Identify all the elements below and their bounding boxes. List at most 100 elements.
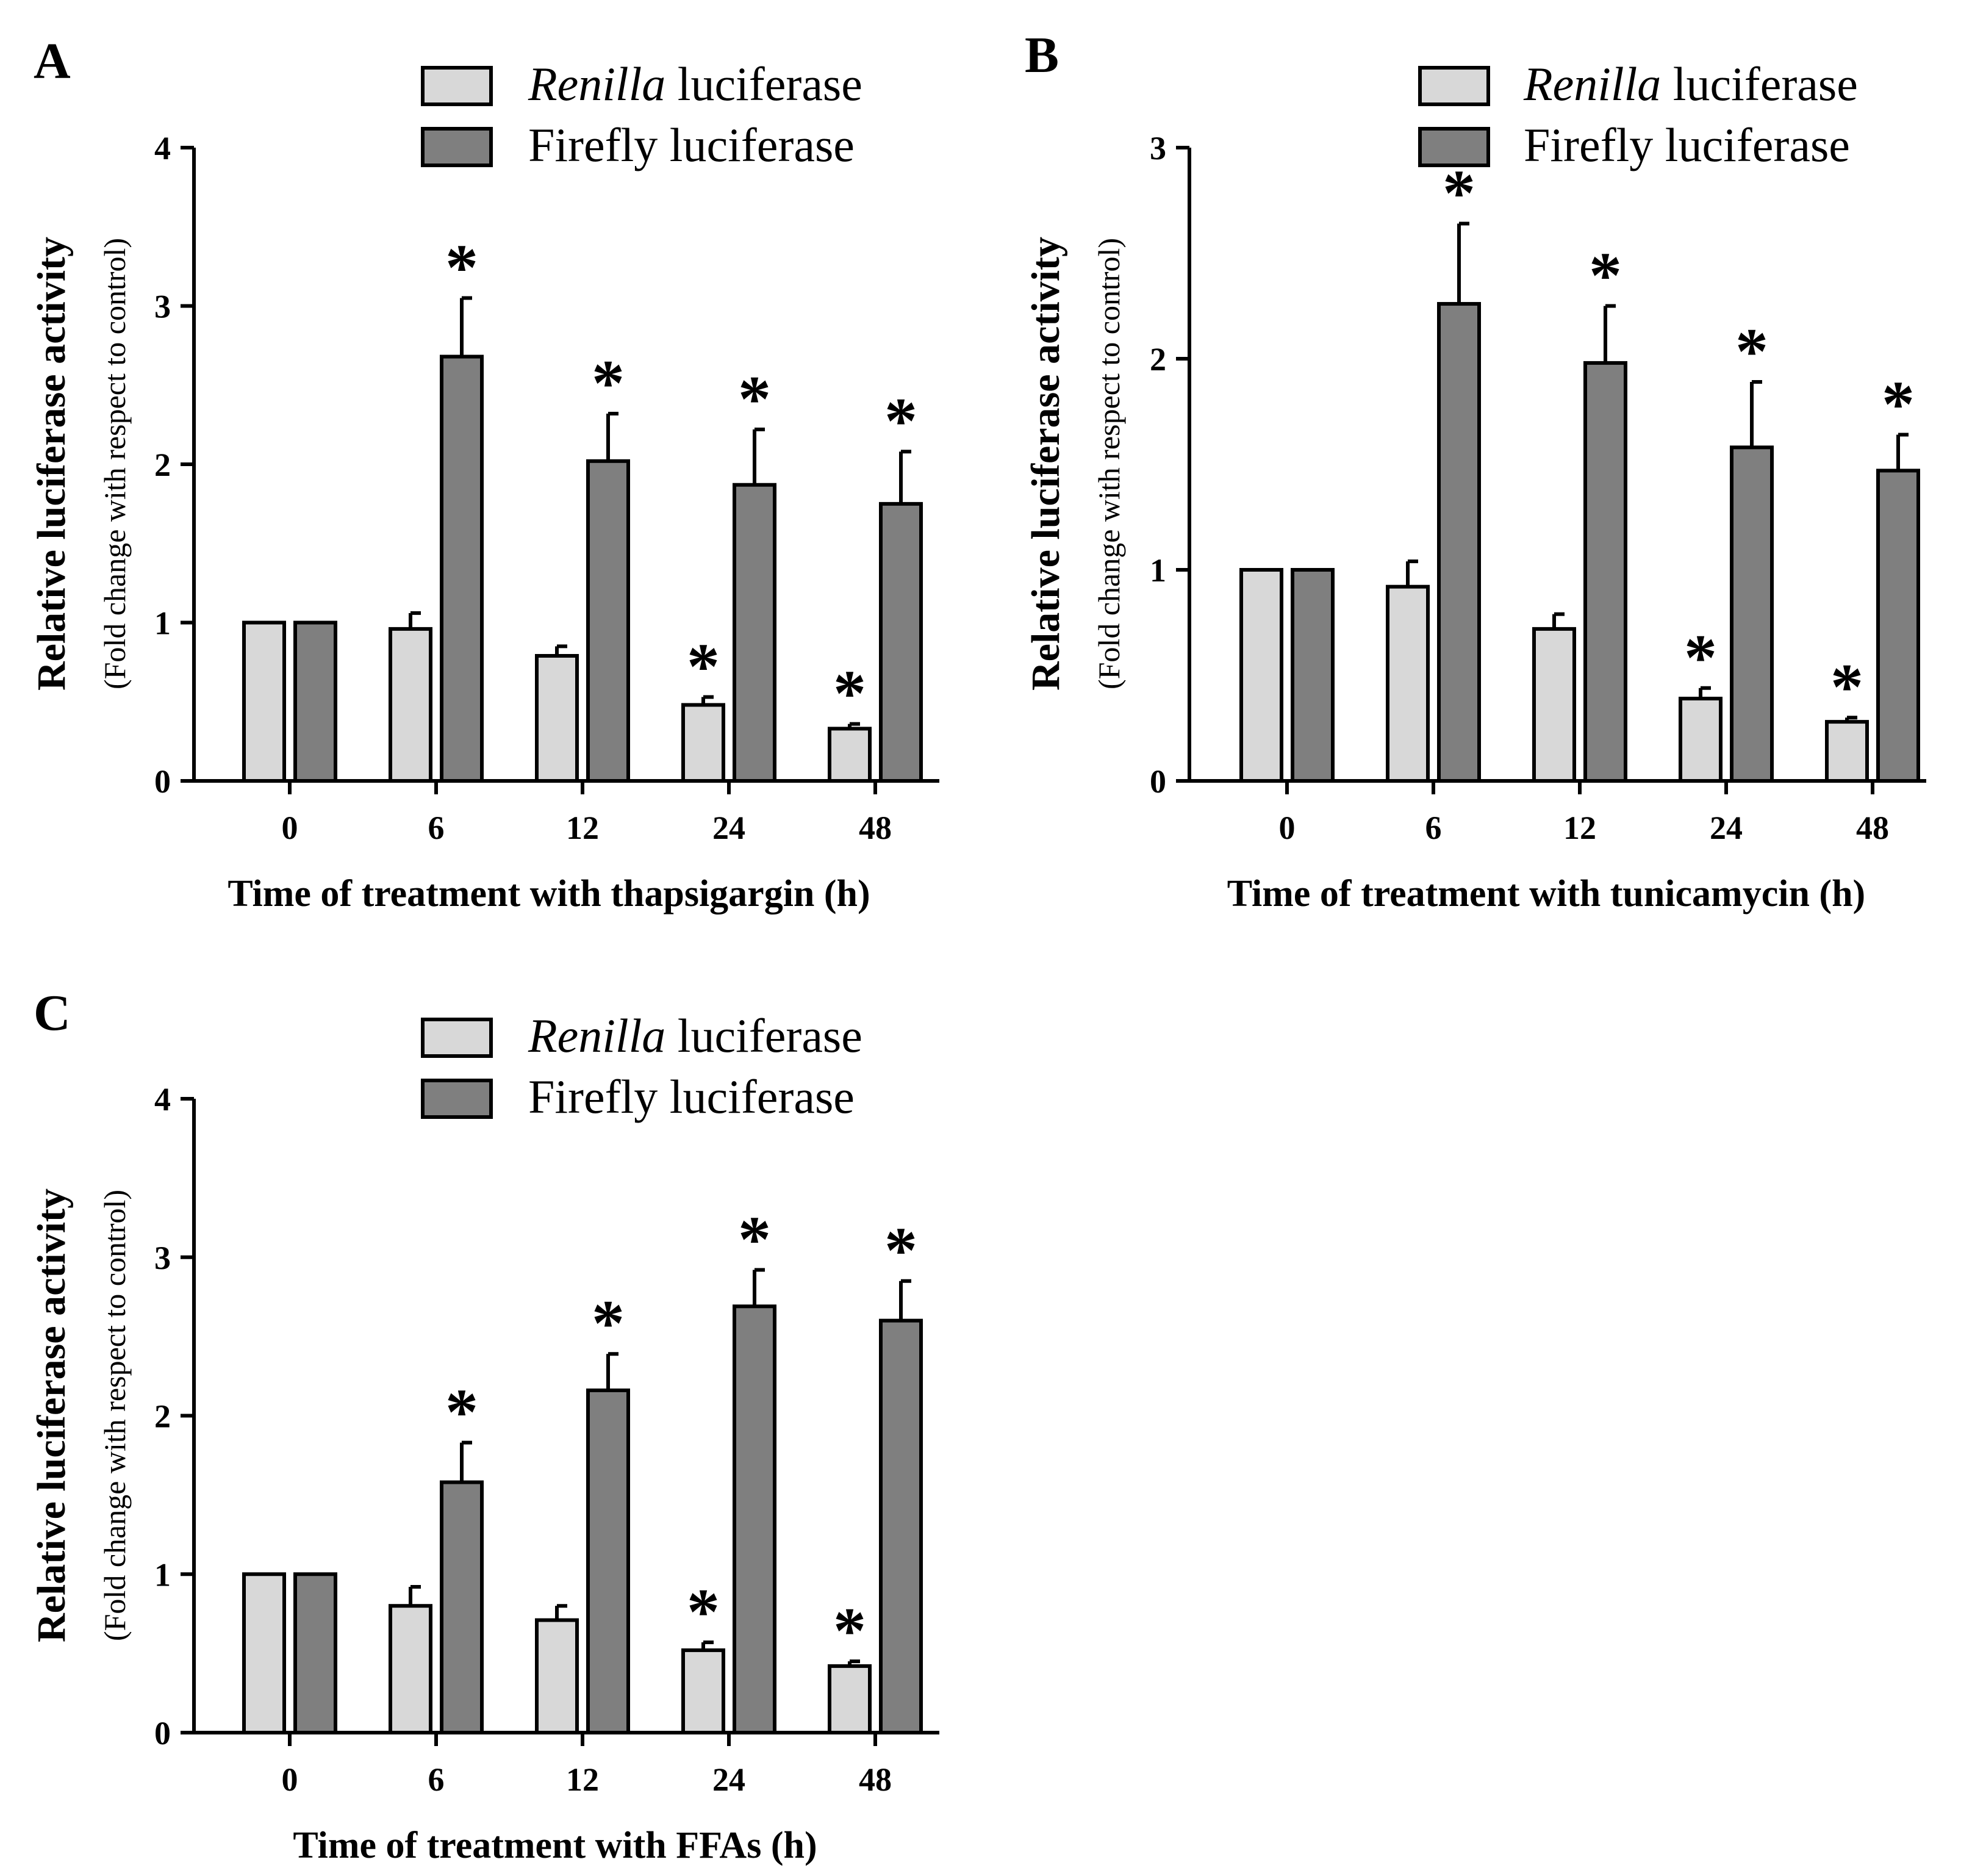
bar-renilla (681, 703, 725, 783)
x-tick-label: 6 (428, 810, 445, 846)
x-tick-label: 24 (1710, 810, 1743, 846)
x-tick-label: 48 (1856, 810, 1889, 846)
y-tick-label: 1 (1150, 552, 1166, 589)
x-tick-label: 12 (566, 810, 599, 846)
significance-marker: * (833, 658, 866, 730)
legend-swatch-renilla (421, 66, 493, 106)
legend-label-firefly: Firefly luciferase (528, 1070, 855, 1123)
significance-marker: * (833, 1595, 866, 1667)
x-tick-label: 12 (1563, 810, 1596, 846)
panel-c: C Renilla luciferase Firefly luciferase … (29, 985, 939, 1866)
bar-firefly (586, 1388, 630, 1734)
x-tick-label: 24 (712, 1761, 745, 1798)
bar-firefly (733, 483, 776, 783)
x-tick-label: 48 (859, 810, 892, 846)
bar-firefly (1437, 302, 1481, 783)
bar-firefly (586, 459, 630, 783)
legend-label-renilla-rest: luciferase (665, 1009, 862, 1062)
y-tick-label: 2 (154, 1398, 171, 1435)
legend-swatch-firefly (1418, 127, 1490, 167)
bars: * * * * * * (242, 232, 923, 783)
significance-marker: * (592, 347, 625, 420)
y-tick-label: 1 (154, 605, 171, 642)
x-axis-title: Time of treatment with FFAs (h) (293, 1825, 817, 1866)
panel-letter: C (34, 985, 71, 1041)
x-tick-label: 6 (1425, 810, 1442, 846)
legend-label-firefly: Firefly luciferase (528, 118, 855, 171)
x-tick-label: 24 (712, 810, 745, 846)
y-tick-label: 3 (1150, 130, 1166, 167)
bar-renilla (681, 1648, 725, 1734)
bar-renilla (389, 1604, 432, 1734)
legend-label-renilla-rest: luciferase (665, 57, 862, 110)
x-tick-label: 0 (1279, 810, 1296, 846)
legend-label-renilla-italic: Renilla (528, 1009, 665, 1062)
y-axis-subtitle: (Fold change with respect to control) (1092, 238, 1126, 689)
significance-marker: * (445, 1376, 478, 1449)
bar-firefly (440, 354, 484, 783)
legend-label-renilla-italic: Renilla (528, 57, 665, 110)
bar-firefly (1730, 445, 1774, 783)
legend-swatch-firefly (421, 1079, 493, 1119)
significance-marker: * (738, 1204, 771, 1276)
significance-marker: * (1882, 368, 1915, 441)
legend-label-renilla: Renilla luciferase (528, 57, 862, 110)
x-tick-label: 0 (282, 810, 298, 846)
y-axis: 0 1 2 3 4 (154, 1081, 196, 1752)
significance-marker: * (1735, 315, 1768, 388)
significance-marker: * (445, 232, 478, 304)
legend-swatch-firefly (421, 127, 493, 167)
bar-renilla (828, 727, 872, 783)
bar-renilla (1386, 584, 1430, 783)
bar-firefly (440, 1480, 484, 1734)
y-tick-label: 4 (154, 1081, 171, 1118)
legend-swatch-renilla (421, 1018, 493, 1058)
panel-letter: B (1025, 27, 1059, 84)
y-axis-subtitle: (Fold change with respect to control) (98, 1190, 132, 1641)
y-axis: 0 1 2 3 4 (154, 130, 196, 800)
significance-marker: * (884, 1215, 917, 1287)
legend-label-renilla-italic: Renilla (1523, 57, 1661, 110)
y-axis-title: Relative luciferase activity (1024, 237, 1068, 691)
bar-renilla (535, 1618, 579, 1734)
legend-label-renilla: Renilla luciferase (528, 1009, 862, 1062)
y-axis: 0 1 2 3 (1150, 130, 1191, 800)
significance-marker: * (1589, 240, 1622, 312)
x-tick-label: 0 (282, 1761, 298, 1798)
legend-label-firefly: Firefly luciferase (1524, 118, 1850, 171)
bar-renilla (1532, 627, 1576, 783)
y-tick-label: 3 (154, 1240, 171, 1276)
legend-label-renilla: Renilla luciferase (1523, 57, 1858, 110)
y-tick-label: 1 (154, 1556, 171, 1593)
bar-renilla (242, 1572, 286, 1734)
bar-renilla (828, 1664, 872, 1735)
bar-renilla (242, 620, 286, 783)
bar-renilla (535, 653, 579, 783)
bar-renilla (1239, 568, 1283, 783)
y-axis-title: Relative luciferase activity (29, 237, 74, 691)
x-axis-title: Time of treatment with tunicamycin (h) (1227, 873, 1865, 915)
bar-renilla (1679, 697, 1723, 783)
y-tick-label: 0 (1150, 763, 1166, 800)
bars: * * * * * * (242, 1204, 923, 1735)
y-tick-label: 4 (154, 130, 171, 167)
significance-marker: * (687, 630, 720, 703)
y-axis-title: Relative luciferase activity (29, 1188, 74, 1642)
panel-a: A Renilla luciferase Firefly luciferase … (29, 33, 939, 915)
bar-firefly (293, 620, 337, 783)
x-tick-label: 48 (859, 1761, 892, 1798)
legend: Renilla luciferase Firefly luciferase (1418, 57, 1858, 171)
bar-firefly (293, 1572, 337, 1734)
bars: * * * * * * (1239, 157, 1920, 783)
legend: Renilla luciferase Firefly luciferase (421, 57, 862, 171)
legend: Renilla luciferase Firefly luciferase (421, 1009, 862, 1123)
significance-marker: * (1443, 157, 1475, 230)
legend-swatch-renilla (1418, 66, 1490, 106)
bar-firefly (879, 1318, 923, 1734)
significance-marker: * (884, 385, 917, 458)
bar-renilla (389, 627, 432, 783)
bar-firefly (1876, 469, 1920, 783)
x-axis-title: Time of treatment with thapsigargin (h) (228, 873, 870, 915)
